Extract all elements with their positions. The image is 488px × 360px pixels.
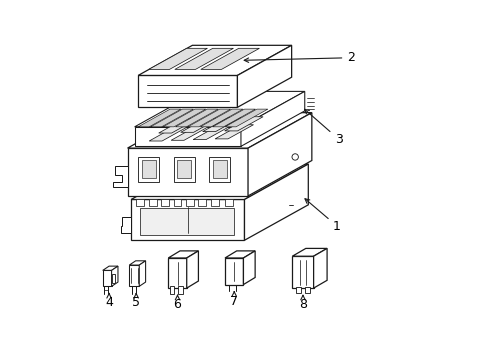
- Polygon shape: [163, 109, 205, 127]
- Bar: [209, 157, 230, 181]
- Polygon shape: [121, 217, 131, 233]
- Polygon shape: [127, 113, 311, 148]
- Bar: [212, 160, 226, 178]
- Text: 6: 6: [173, 295, 181, 311]
- Polygon shape: [171, 126, 209, 140]
- Polygon shape: [247, 113, 311, 196]
- Polygon shape: [169, 286, 174, 294]
- Bar: [173, 199, 181, 206]
- Polygon shape: [139, 261, 145, 286]
- Bar: [148, 199, 156, 206]
- Polygon shape: [134, 127, 241, 146]
- Text: 5: 5: [132, 293, 140, 310]
- Polygon shape: [129, 261, 145, 265]
- Polygon shape: [224, 251, 255, 258]
- Polygon shape: [181, 118, 219, 132]
- Polygon shape: [237, 45, 291, 107]
- Polygon shape: [292, 256, 313, 288]
- Polygon shape: [244, 164, 307, 240]
- Bar: [142, 160, 156, 178]
- Polygon shape: [243, 251, 255, 284]
- Polygon shape: [224, 258, 243, 284]
- Bar: [185, 199, 193, 206]
- Bar: [140, 208, 233, 235]
- Polygon shape: [127, 148, 247, 196]
- Polygon shape: [138, 45, 291, 76]
- Polygon shape: [295, 287, 301, 293]
- Polygon shape: [224, 117, 263, 131]
- Polygon shape: [241, 91, 304, 146]
- Polygon shape: [168, 251, 198, 258]
- Polygon shape: [131, 164, 307, 199]
- Polygon shape: [129, 265, 139, 286]
- Bar: [198, 199, 206, 206]
- Text: 8: 8: [298, 295, 306, 311]
- Polygon shape: [201, 48, 259, 69]
- Polygon shape: [186, 251, 198, 288]
- Bar: [173, 157, 195, 181]
- Polygon shape: [200, 109, 243, 127]
- Polygon shape: [292, 248, 326, 256]
- Polygon shape: [177, 286, 183, 294]
- Polygon shape: [102, 270, 111, 286]
- Polygon shape: [202, 117, 241, 132]
- Polygon shape: [113, 166, 127, 187]
- Bar: [138, 157, 159, 181]
- Polygon shape: [134, 91, 304, 127]
- Bar: [224, 199, 232, 206]
- Polygon shape: [224, 109, 267, 127]
- Polygon shape: [215, 125, 253, 139]
- Circle shape: [291, 154, 298, 160]
- Polygon shape: [175, 109, 218, 127]
- Polygon shape: [313, 248, 326, 288]
- Bar: [161, 199, 169, 206]
- Polygon shape: [111, 274, 115, 283]
- Polygon shape: [168, 258, 186, 288]
- Polygon shape: [111, 266, 118, 286]
- Polygon shape: [138, 109, 181, 127]
- Text: 7: 7: [230, 292, 238, 308]
- Polygon shape: [187, 109, 230, 127]
- Bar: [210, 199, 218, 206]
- Bar: [177, 160, 191, 178]
- Polygon shape: [148, 48, 207, 69]
- Polygon shape: [102, 266, 118, 270]
- Text: 2: 2: [244, 51, 354, 64]
- Polygon shape: [159, 119, 197, 133]
- Polygon shape: [149, 127, 187, 141]
- Polygon shape: [131, 199, 244, 240]
- Text: 1: 1: [305, 199, 340, 233]
- Polygon shape: [150, 109, 193, 127]
- Bar: [136, 199, 144, 206]
- Text: 3: 3: [304, 109, 342, 146]
- Polygon shape: [304, 287, 309, 293]
- Polygon shape: [174, 48, 233, 69]
- Polygon shape: [193, 125, 231, 140]
- Polygon shape: [138, 76, 237, 107]
- Text: 4: 4: [105, 293, 113, 310]
- Polygon shape: [212, 109, 255, 127]
